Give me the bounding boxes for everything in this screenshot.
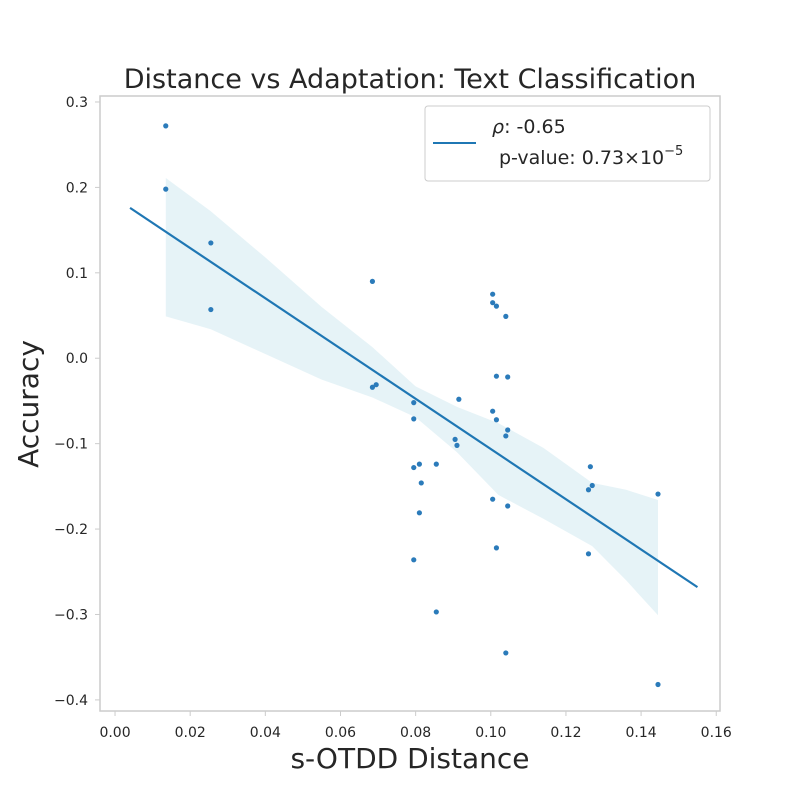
y-axis-label: Accuracy	[12, 340, 45, 468]
x-tick-label: 0.00	[99, 725, 130, 741]
y-tick-label: −0.1	[54, 437, 88, 453]
data-point	[493, 303, 500, 309]
legend-rho-entry: ρ: -0.65	[492, 116, 566, 138]
x-tick-label: 0.16	[701, 725, 732, 741]
data-point	[208, 240, 214, 246]
data-point	[369, 278, 376, 284]
legend-pvalue-entry: p-value: 0.73×10−5	[499, 144, 683, 169]
data-point	[411, 416, 417, 422]
data-point	[505, 503, 511, 509]
data-point	[369, 384, 376, 390]
data-point	[373, 382, 379, 388]
x-tick-label: 0.02	[175, 725, 206, 741]
data-point	[493, 373, 500, 379]
data-point	[493, 545, 500, 551]
y-tick-label: 0.0	[66, 351, 88, 367]
data-point	[490, 408, 496, 414]
x-tick-label: 0.04	[250, 725, 281, 741]
data-point	[493, 417, 500, 423]
y-ticks: −0.4 −0.3 −0.2 −0.1 0.0 0.1 0.2 0.3	[54, 95, 100, 709]
data-point	[411, 464, 417, 471]
data-point	[585, 551, 592, 557]
data-point	[454, 442, 460, 448]
legend-rho-symbol: ρ	[492, 116, 504, 138]
data-point	[503, 433, 509, 439]
x-tick-label: 0.08	[400, 725, 431, 741]
chart-title: Distance vs Adaptation: Text Classificat…	[124, 64, 696, 95]
y-tick-label: −0.4	[54, 693, 88, 709]
data-point	[587, 464, 593, 470]
data-point	[490, 300, 496, 306]
data-point	[456, 396, 462, 402]
data-point	[452, 436, 458, 442]
y-tick-label: 0.3	[66, 95, 88, 111]
data-point	[655, 491, 661, 497]
legend-box	[424, 105, 711, 182]
data-point	[416, 510, 422, 516]
x-tick-label: 0.12	[550, 725, 581, 741]
data-point	[411, 400, 417, 406]
plot-frame	[99, 95, 721, 712]
y-tick-label: −0.3	[54, 607, 88, 623]
regression-line-layer	[129, 206, 699, 589]
legend-pvalue-text: p-value: 0.73×10	[499, 147, 664, 169]
x-axis-label: s-OTDD Distance	[290, 742, 529, 775]
data-point	[503, 313, 509, 319]
data-point	[433, 609, 439, 615]
data-points-layer	[163, 123, 661, 688]
data-point	[416, 461, 422, 467]
regression-line	[129, 206, 699, 589]
x-tick-label: 0.14	[626, 725, 657, 741]
data-point	[503, 650, 509, 656]
y-tick-label: 0.1	[66, 266, 88, 282]
x-tick-label: 0.06	[325, 725, 356, 741]
data-point	[490, 291, 496, 297]
legend-pvalue-exponent: −5	[664, 144, 683, 159]
data-point	[589, 482, 595, 489]
x-ticks: 0.00 0.02 0.04 0.06 0.08 0.10 0.12 0.14 0.16	[99, 711, 732, 741]
data-point	[163, 186, 169, 192]
data-point	[505, 374, 511, 380]
data-point	[418, 480, 424, 486]
data-point	[585, 487, 592, 493]
legend-rho-value: : -0.65	[504, 116, 566, 138]
data-point	[163, 123, 169, 129]
data-point	[655, 681, 661, 688]
y-tick-label: −0.2	[54, 522, 88, 538]
data-point	[433, 461, 439, 467]
data-point	[505, 427, 511, 433]
data-point	[411, 557, 417, 563]
data-point	[490, 496, 496, 502]
y-tick-label: 0.2	[66, 180, 88, 196]
data-point	[208, 306, 214, 313]
legend: ρ: -0.65 p-value: 0.73×10−5	[424, 105, 711, 182]
x-tick-label: 0.10	[475, 725, 506, 741]
